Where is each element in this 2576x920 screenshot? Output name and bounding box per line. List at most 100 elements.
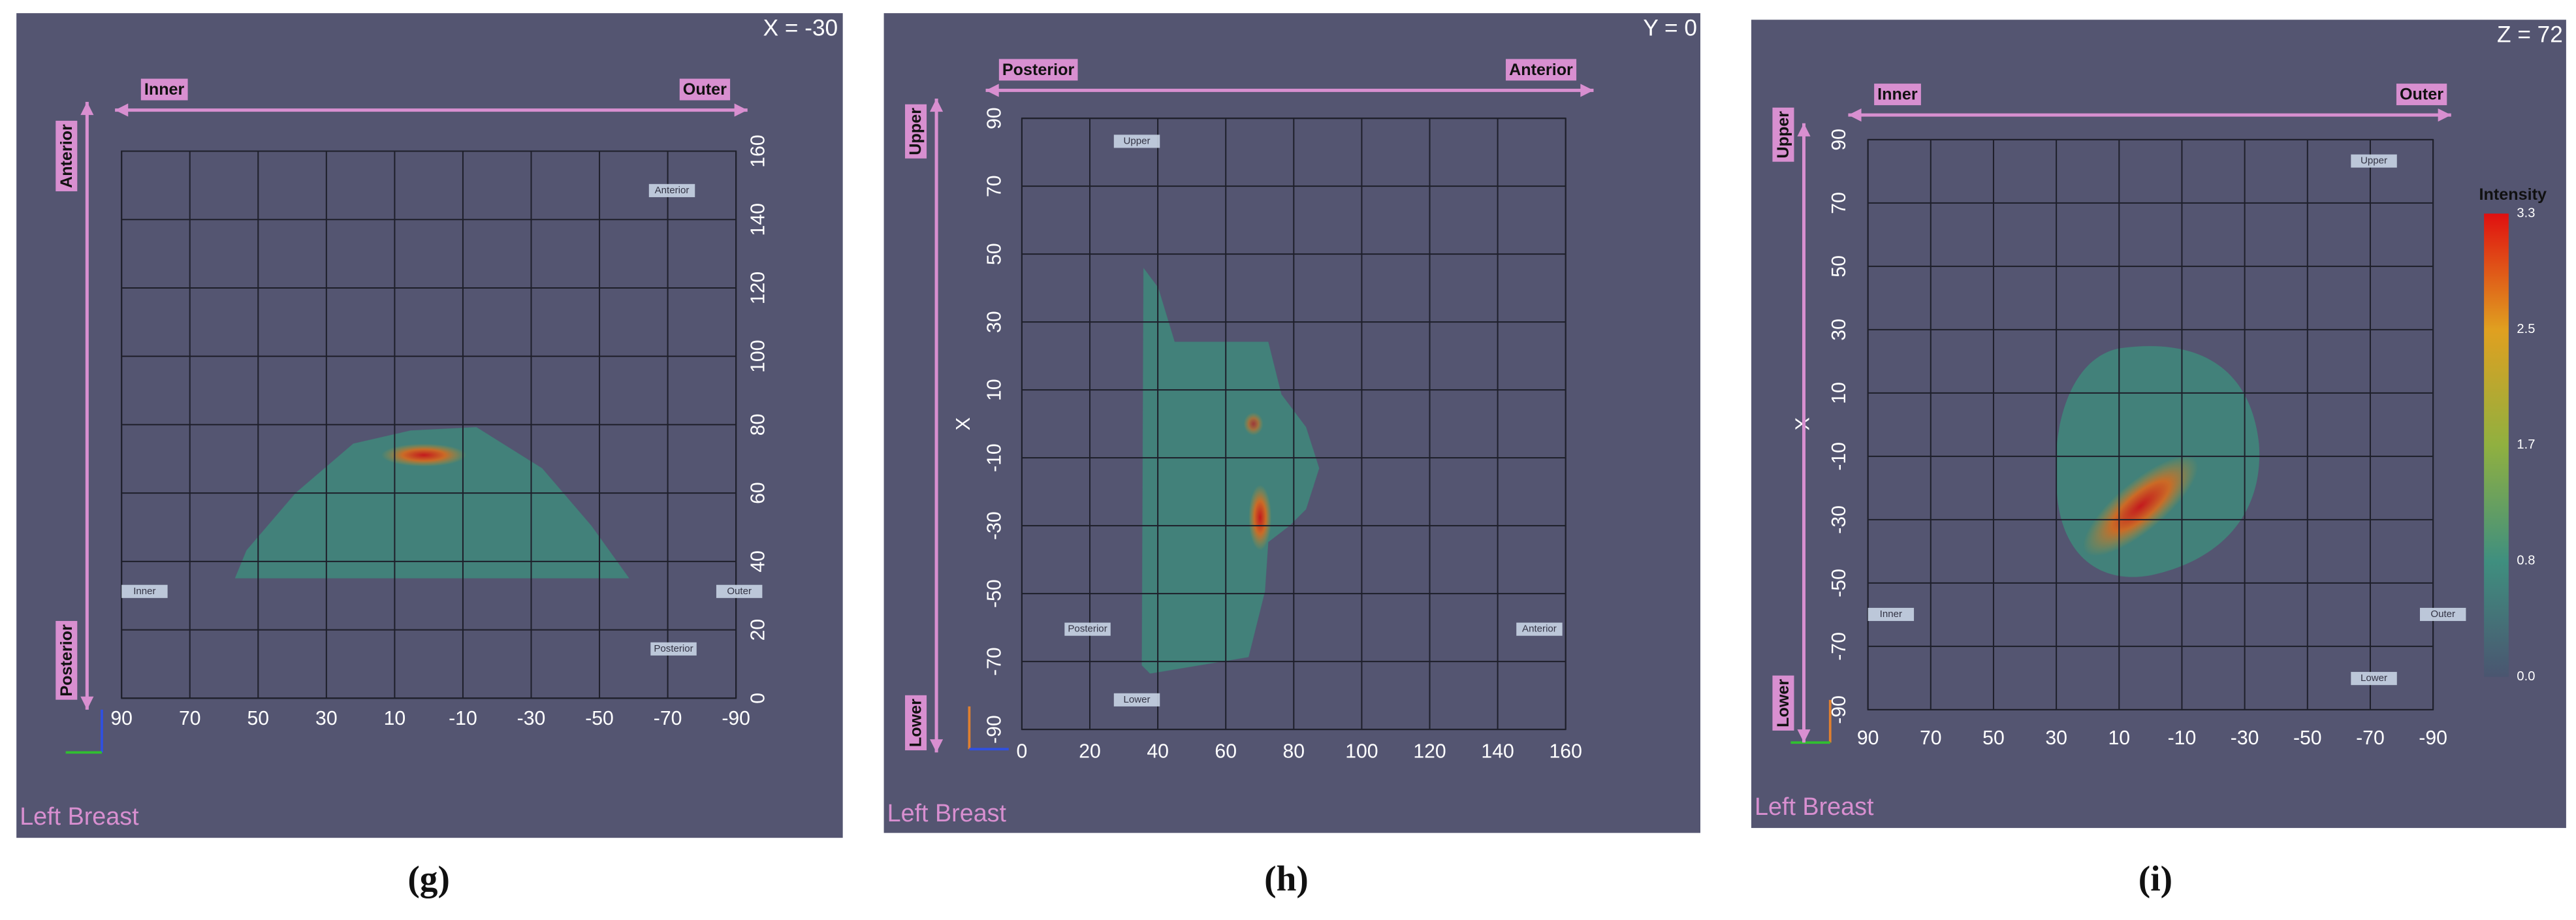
y-tick-label: 50 [1828, 255, 1850, 278]
x-tick-label: 100 [1345, 740, 1378, 762]
x-tick-label: 60 [1215, 740, 1237, 762]
marker-box [1113, 693, 1160, 706]
direction-label-box [140, 78, 188, 101]
y-tick-label: -10 [984, 443, 1006, 472]
marker-label: Lower [1123, 694, 1150, 705]
x-tick-label: 40 [1147, 740, 1169, 762]
arrow-head [1580, 84, 1594, 97]
colorbar-tick-label: 2.5 [2517, 322, 2535, 336]
marker-label: Inner [1880, 609, 1902, 620]
direction-label: Inner [1877, 86, 1918, 104]
x-tick-label: -70 [654, 708, 682, 729]
marker-box [1868, 607, 1915, 622]
y-tick-label: 160 [747, 135, 769, 167]
direction-label: Lower [907, 699, 925, 747]
marker-box [121, 584, 168, 598]
marker-label: Posterior [654, 643, 693, 654]
marker-label: Inner [133, 586, 155, 597]
direction-label-box [1874, 84, 1921, 106]
y-tick-label: 0 [747, 693, 769, 704]
arrow-head [930, 98, 944, 112]
marker-box [716, 584, 763, 598]
marker-box [650, 642, 697, 656]
x-tick-label: 0 [1017, 740, 1028, 762]
marker-box [2419, 607, 2466, 622]
direction-label: Upper [907, 108, 925, 155]
y-tick-label: 30 [1828, 319, 1850, 341]
direction-label-box [679, 78, 731, 101]
x-tick-label: -30 [2231, 727, 2259, 749]
direction-label-box [905, 104, 927, 159]
arrow-head [115, 103, 129, 117]
y-tick-label: 30 [984, 311, 1006, 333]
y-tick-label: -30 [1828, 505, 1850, 534]
marker-box [1064, 622, 1111, 636]
x-tick-label: 80 [1283, 740, 1305, 762]
y-tick-label: 10 [1828, 382, 1850, 404]
hotspot [381, 443, 467, 467]
direction-label: Outer [683, 80, 727, 99]
arrow-head [930, 739, 944, 753]
direction-label-box [1506, 59, 1577, 81]
direction-label: Upper [1774, 111, 1792, 159]
x-tick-label: 50 [1982, 727, 2005, 749]
x-tick-label: -10 [449, 708, 477, 729]
y-tick-label: 20 [747, 619, 769, 641]
y-tick-label: 80 [747, 414, 769, 436]
arrow-head [1848, 108, 1862, 122]
x-tick-label: 160 [1550, 740, 1582, 762]
x-tick-label: -90 [2419, 727, 2447, 749]
marker-label: Anterior [1522, 624, 1557, 635]
direction-label: Anterior [1509, 61, 1573, 79]
y-tick-label: 140 [747, 203, 769, 236]
direction-label-box [56, 621, 78, 700]
marker-label: Outer [727, 586, 752, 597]
direction-label-box [56, 120, 78, 191]
x-tick-label: 90 [1857, 727, 1879, 749]
panel-caption: (h) [1264, 859, 1309, 898]
panel-caption: (i) [2139, 859, 2172, 898]
x-tick-label: 10 [2108, 727, 2130, 749]
x-tick-label: 140 [1481, 740, 1514, 762]
x-tick-label: -90 [722, 708, 750, 729]
direction-label-box [905, 695, 927, 751]
arrow-head [1797, 729, 1811, 743]
y-tick-label: -70 [1828, 632, 1850, 661]
x-tick-label: 10 [384, 708, 406, 729]
x-tick-label: 20 [1079, 740, 1101, 762]
marker-label: Posterior [1068, 624, 1107, 635]
direction-label: Outer [2400, 86, 2443, 104]
y-tick-label: 70 [984, 175, 1006, 197]
slice-label: X = -30 [763, 16, 838, 41]
x-tick-label: 30 [2045, 727, 2067, 749]
y-tick-label: 120 [747, 272, 769, 304]
y-tick-label: -50 [984, 579, 1006, 608]
footer-label: Left Breast [20, 802, 139, 830]
colorbar-tick-label: 3.3 [2517, 206, 2535, 220]
marker-box [648, 183, 695, 197]
y-tick-label: -10 [1828, 442, 1850, 471]
marker-label: Upper [2361, 155, 2387, 167]
hotspot [2083, 456, 2199, 556]
y-tick-label: -70 [984, 647, 1006, 676]
x-tick-label: -10 [2168, 727, 2197, 749]
marker-box [1516, 622, 1563, 636]
colorbar [2484, 214, 2509, 677]
x-tick-label: -50 [585, 708, 614, 729]
hotspot [1243, 412, 1264, 436]
colorbar-tick-label: 1.7 [2517, 437, 2535, 452]
direction-label-box [1772, 107, 1794, 162]
footer-label: Left Breast [887, 799, 1007, 827]
y-tick-label: 90 [984, 107, 1006, 129]
arrow-head [2438, 108, 2451, 122]
marker-label: Lower [2361, 673, 2387, 684]
y-tick-label: 60 [747, 482, 769, 504]
y-tick-label: 90 [1828, 129, 1850, 151]
y-tick-label: 10 [984, 379, 1006, 401]
direction-label-box [2396, 84, 2447, 106]
arrow-head [80, 696, 94, 710]
x-tick-label: 30 [315, 708, 338, 729]
direction-label: Inner [144, 80, 185, 99]
footer-label: Left Breast [1755, 793, 1874, 820]
